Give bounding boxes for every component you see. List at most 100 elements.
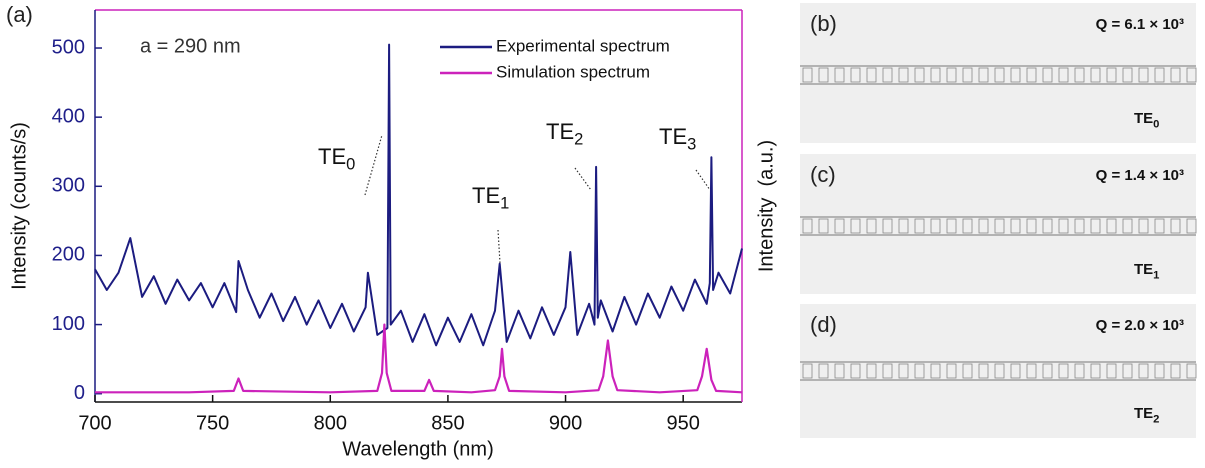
waveguide-hole xyxy=(930,67,941,83)
field-panel xyxy=(800,304,1196,438)
field-panel xyxy=(800,154,1196,294)
waveguide-hole xyxy=(1042,363,1053,379)
waveguide-hole xyxy=(1106,67,1117,83)
x-tick-label: 850 xyxy=(431,412,464,434)
x-tick-label: 800 xyxy=(314,412,347,434)
series-line xyxy=(95,323,743,394)
waveguide-hole xyxy=(1090,218,1101,234)
waveguide-hole xyxy=(946,67,957,83)
waveguide-hole xyxy=(914,218,925,234)
waveguide-hole xyxy=(1138,363,1149,379)
label-sub: 0 xyxy=(346,156,355,174)
waveguide-hole xyxy=(834,363,845,379)
panel-label: (a) xyxy=(6,2,33,27)
waveguide-hole xyxy=(946,218,957,234)
waveguide-hole xyxy=(1186,218,1197,234)
subscript-label: TE2 xyxy=(546,119,583,149)
waveguide-hole xyxy=(914,363,925,379)
label-text: TE xyxy=(1134,261,1153,278)
waveguide-hole xyxy=(898,363,909,379)
waveguide-hole xyxy=(1186,67,1197,83)
waveguide-hole xyxy=(1170,218,1181,234)
label-sub: 0 xyxy=(1153,118,1159,130)
waveguide-hole xyxy=(882,363,893,379)
waveguide-hole xyxy=(1074,67,1085,83)
waveguide-hole xyxy=(1010,363,1021,379)
subscript-label: TE3 xyxy=(659,124,696,154)
waveguide-hole xyxy=(898,67,909,83)
leader-line xyxy=(364,134,383,196)
waveguide-hole xyxy=(866,218,877,234)
waveguide-hole xyxy=(1010,218,1021,234)
waveguide-hole xyxy=(850,67,861,83)
leader-line xyxy=(695,169,711,191)
subscript-label: TE2 xyxy=(1134,405,1159,425)
waveguide-hole xyxy=(866,363,877,379)
waveguide-hole xyxy=(882,67,893,83)
waveguide-hole xyxy=(1186,363,1197,379)
label-text: TE xyxy=(318,144,346,169)
panel-label: (c) xyxy=(810,162,836,187)
leader-line xyxy=(574,167,592,191)
y-tick-label: 400 xyxy=(52,105,85,127)
field-panel xyxy=(800,3,1196,143)
waveguide-hole xyxy=(818,218,829,234)
legend-label: Experimental spectrum xyxy=(496,36,670,55)
waveguide-hole xyxy=(834,218,845,234)
waveguide-hole xyxy=(978,363,989,379)
annotation: a = 290 nm xyxy=(140,35,241,57)
waveguide-hole xyxy=(1074,218,1085,234)
waveguide-hole xyxy=(1074,363,1085,379)
panel-label: (b) xyxy=(810,11,837,36)
waveguide-hole xyxy=(1122,363,1133,379)
waveguide-hole xyxy=(914,67,925,83)
x-tick-label: 750 xyxy=(196,412,229,434)
waveguide-hole xyxy=(1138,67,1149,83)
label-sub: 2 xyxy=(574,131,583,149)
y-axis-label: Intensity (counts/s) xyxy=(8,122,30,290)
y-tick-label: 0 xyxy=(74,382,85,404)
waveguide-hole xyxy=(946,363,957,379)
label-text: TE xyxy=(546,119,574,144)
waveguide-hole xyxy=(1010,67,1021,83)
panel-label: (d) xyxy=(810,312,837,337)
waveguide-hole xyxy=(1154,218,1165,234)
subscript-label: TE0 xyxy=(318,144,355,174)
subscript-label: TE1 xyxy=(1134,261,1159,281)
label-text: TE xyxy=(659,124,687,149)
waveguide-hole xyxy=(1058,363,1069,379)
waveguide-hole xyxy=(1042,218,1053,234)
waveguide-hole xyxy=(1026,218,1037,234)
waveguide-hole xyxy=(930,218,941,234)
waveguide-hole xyxy=(802,218,813,234)
waveguide-hole xyxy=(1026,363,1037,379)
waveguide-hole xyxy=(1122,218,1133,234)
x-tick-label: 950 xyxy=(666,412,699,434)
y2-axis-label: Intensity (a.u.) xyxy=(755,140,777,272)
waveguide-hole xyxy=(866,67,877,83)
q-factor: Q = 1.4 × 10³ xyxy=(1096,167,1184,184)
waveguide-hole xyxy=(850,363,861,379)
waveguide-hole xyxy=(1106,218,1117,234)
waveguide-hole xyxy=(994,67,1005,83)
label-sub: 2 xyxy=(1153,413,1159,425)
waveguide-hole xyxy=(1090,363,1101,379)
waveguide-hole xyxy=(1154,363,1165,379)
q-factor: Q = 6.1 × 10³ xyxy=(1096,16,1184,33)
x-axis-label: Wavelength (nm) xyxy=(342,438,494,460)
x-tick-label: 900 xyxy=(549,412,582,434)
waveguide-hole xyxy=(1042,67,1053,83)
leader-line xyxy=(497,229,501,264)
y-tick-label: 300 xyxy=(52,175,85,197)
waveguide-hole xyxy=(1154,67,1165,83)
waveguide-hole xyxy=(1058,218,1069,234)
waveguide-hole xyxy=(1138,218,1149,234)
label-sub: 1 xyxy=(1153,269,1159,281)
waveguide-hole xyxy=(930,363,941,379)
y-tick-label: 200 xyxy=(52,244,85,266)
waveguide-hole xyxy=(1170,363,1181,379)
waveguide-hole xyxy=(802,363,813,379)
x-tick-label: 700 xyxy=(78,412,111,434)
label-sub: 3 xyxy=(687,136,696,154)
waveguide-hole xyxy=(834,67,845,83)
